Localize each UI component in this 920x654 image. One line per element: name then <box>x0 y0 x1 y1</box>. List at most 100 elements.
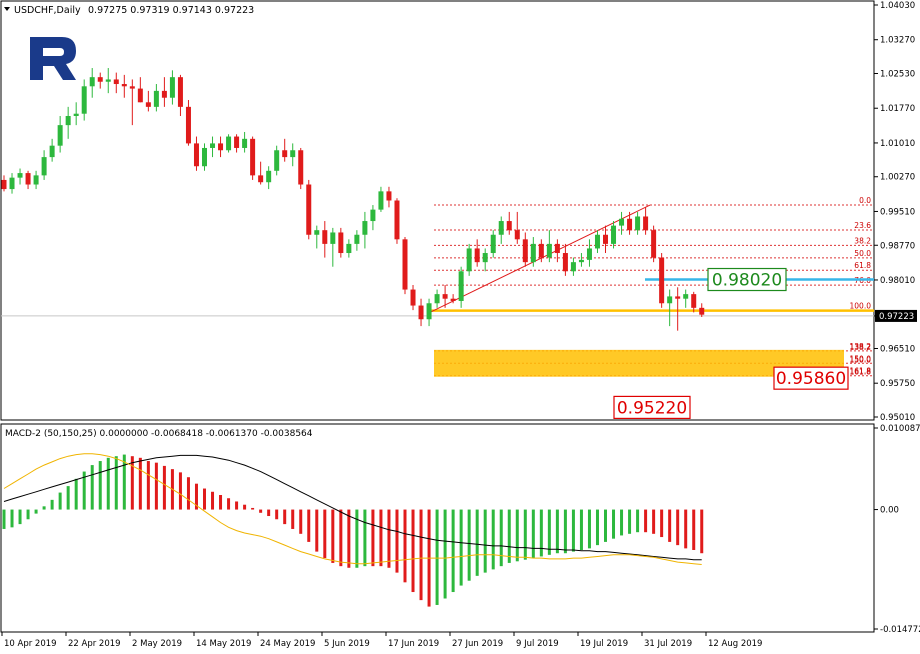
macd-bar <box>451 509 455 593</box>
candle-body <box>282 150 288 158</box>
macd-bar <box>235 501 239 510</box>
candle-body <box>611 225 617 244</box>
price-annotation-label: 0.98020 <box>712 271 782 291</box>
macd-bar <box>138 457 142 510</box>
macd-bar <box>130 456 134 510</box>
macd-bar <box>26 509 30 520</box>
macd-bar <box>443 509 447 599</box>
macd-bar <box>491 509 495 570</box>
candle-body <box>442 294 448 299</box>
candle-body <box>210 143 216 148</box>
candle-body <box>546 243 552 258</box>
candle-body <box>338 232 344 254</box>
candle-body <box>121 84 127 87</box>
macd-bar <box>42 506 46 510</box>
macd-bar <box>2 509 6 529</box>
symbol-label: USDCHF,Daily <box>14 5 81 16</box>
candle-body <box>538 243 544 258</box>
macd-bar <box>515 509 519 562</box>
macd-bar <box>644 509 648 533</box>
candle-body <box>667 296 673 304</box>
candle-body <box>683 294 689 299</box>
ohlc-label: 0.97275 0.97319 0.97143 0.97223 <box>88 5 254 16</box>
candle-body <box>81 86 87 114</box>
dropdown-arrow-icon[interactable] <box>4 7 10 11</box>
macd-label: MACD-2 (50,150,25) 0.0000000 -0.0068418 … <box>5 429 313 439</box>
candle-body <box>643 216 649 231</box>
candle-body <box>498 221 504 235</box>
macd-bar <box>10 509 14 528</box>
candle-body <box>266 170 272 183</box>
fib-level-label: 0.0 <box>859 196 871 205</box>
candle-body <box>466 248 472 272</box>
macd-bar <box>652 509 656 534</box>
macd-bar <box>604 509 607 542</box>
macd-bar <box>243 504 247 510</box>
macd-bar <box>419 509 423 601</box>
candle-body <box>97 77 103 82</box>
candle-body <box>418 305 424 320</box>
macd-bar <box>379 509 383 567</box>
macd-bar <box>403 509 407 583</box>
macd-bar <box>194 483 198 510</box>
fib-level-label: 138.2 <box>850 342 872 351</box>
price-annotation-box <box>707 267 787 292</box>
candle-body <box>298 150 304 185</box>
candle-body <box>1 179 7 190</box>
candle-body <box>691 294 697 308</box>
macd-bar <box>547 509 551 555</box>
x-tick-label: 10 Apr 2019 <box>4 639 57 649</box>
candle-body <box>426 303 432 320</box>
x-tick-label: 14 May 2019 <box>196 639 251 649</box>
macd-bar <box>146 461 150 510</box>
macd-bar <box>219 495 223 510</box>
candle-body <box>169 77 175 98</box>
candle-body <box>450 298 456 301</box>
macd-bar <box>18 509 22 525</box>
candle-body <box>594 234 600 249</box>
candle-body <box>41 157 47 176</box>
candle-body <box>394 200 400 240</box>
macd-bar <box>299 509 303 534</box>
y-tick-label: 0.96510 <box>880 344 915 354</box>
macd-bar <box>595 509 599 546</box>
candle-body <box>570 262 576 272</box>
macd-bar <box>660 509 664 538</box>
macd-bar <box>620 509 624 536</box>
macd-bar <box>692 509 696 550</box>
macd-bar <box>106 457 110 510</box>
candle-body <box>627 218 633 231</box>
macd-bar <box>331 509 335 563</box>
y-tick-label: 1.03270 <box>880 36 915 46</box>
candle-body <box>73 113 79 116</box>
fib-level-label: 38.2 <box>854 236 871 245</box>
candle-body <box>17 173 23 178</box>
macd-bar <box>186 477 190 510</box>
fib-level-label: 161.8 <box>850 368 872 377</box>
fib-trendline <box>427 204 651 314</box>
candle-body <box>603 234 608 244</box>
macd-bar <box>483 509 487 573</box>
macd-bar <box>555 509 559 554</box>
candle-body <box>226 136 232 151</box>
candle-body <box>434 294 440 304</box>
macd-bar <box>154 462 158 510</box>
macd-bar <box>227 498 231 510</box>
macd-bar <box>612 509 616 539</box>
macd-bar <box>467 509 471 581</box>
candle-body <box>659 257 665 304</box>
candle-body <box>89 77 95 87</box>
y-tick-label: 1.01010 <box>880 139 915 149</box>
candle-body <box>33 175 39 185</box>
candle-body <box>635 216 641 231</box>
candle-body <box>586 248 592 260</box>
macd-tick-label: 0.00 <box>880 506 899 516</box>
price-annotations: 0.98020 0.95860 0.95220 <box>613 267 849 420</box>
macd-histogram: 0.010087 0.00 -0.014772 <box>2 424 920 635</box>
candle-body <box>506 221 512 231</box>
candle-body <box>651 230 657 258</box>
macd-bar <box>539 509 543 557</box>
macd-bar <box>259 509 263 513</box>
price-annotation-label: 0.95220 <box>617 398 687 418</box>
macd-bar <box>122 454 126 510</box>
